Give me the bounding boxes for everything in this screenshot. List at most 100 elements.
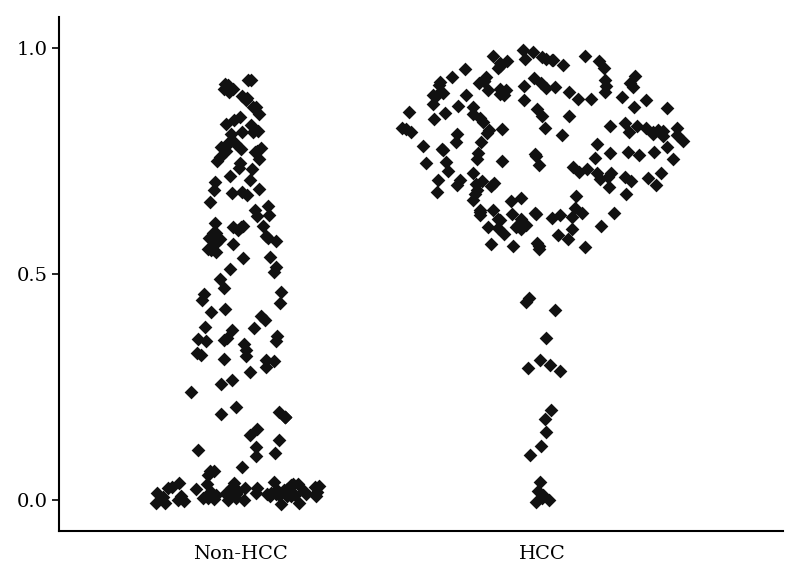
Point [470, 154, 483, 163]
Point [400, 125, 413, 134]
Point [476, 176, 489, 186]
Point [267, 477, 280, 487]
Point [581, 165, 594, 174]
Point [440, 157, 453, 166]
Point [485, 182, 498, 191]
Point [549, 82, 562, 92]
Point [184, 387, 197, 397]
Point [471, 148, 484, 158]
Point [210, 156, 223, 165]
Point [255, 143, 268, 153]
Point [270, 262, 282, 271]
Point [174, 491, 187, 501]
Point [220, 488, 233, 497]
Point [471, 186, 484, 195]
Point [222, 496, 234, 505]
Point [278, 412, 291, 422]
Point [518, 55, 531, 64]
Point [242, 75, 254, 85]
Point [210, 248, 222, 257]
Point [518, 96, 530, 105]
Point [190, 484, 202, 494]
Point [150, 498, 162, 508]
Point [534, 477, 546, 487]
Point [512, 220, 525, 230]
Point [589, 154, 602, 163]
Point [204, 197, 217, 206]
Point [538, 414, 551, 423]
Point [178, 496, 190, 506]
Point [210, 228, 223, 237]
Point [482, 85, 494, 95]
Point [570, 191, 582, 201]
Point [228, 139, 241, 148]
Point [627, 103, 640, 112]
Point [274, 299, 287, 308]
Point [241, 191, 254, 200]
Point [603, 148, 616, 157]
Point [450, 137, 462, 147]
Point [530, 209, 542, 219]
Point [201, 245, 214, 254]
Point [536, 111, 549, 121]
Point [492, 215, 505, 224]
Point [311, 488, 324, 497]
Point [214, 152, 226, 161]
Point [563, 87, 576, 96]
Point [478, 76, 490, 85]
Point [250, 452, 262, 461]
Point [218, 80, 231, 89]
Point [226, 84, 239, 93]
Point [647, 147, 660, 156]
Point [530, 239, 543, 248]
Point [618, 118, 631, 128]
Point [263, 491, 276, 501]
Point [530, 152, 542, 161]
Point [219, 304, 232, 314]
Point [454, 176, 467, 185]
Point [235, 128, 248, 137]
Point [537, 491, 550, 500]
Point [671, 124, 684, 133]
Point [251, 425, 264, 434]
Point [650, 180, 662, 190]
Point [474, 211, 486, 220]
Point [646, 128, 659, 137]
Point [593, 56, 606, 66]
Point [259, 362, 272, 372]
Point [226, 223, 239, 232]
Point [269, 236, 282, 245]
Point [528, 150, 541, 159]
Point [599, 81, 612, 90]
Point [486, 51, 499, 60]
Point [232, 486, 245, 495]
Point [532, 486, 545, 495]
Point [486, 205, 499, 215]
Point [661, 104, 674, 113]
Point [427, 114, 440, 124]
Point [239, 345, 252, 354]
Point [506, 241, 519, 251]
Point [451, 102, 464, 111]
Point [514, 215, 527, 224]
Point [579, 242, 592, 252]
Point [450, 129, 463, 138]
Point [202, 490, 214, 499]
Point [238, 483, 251, 492]
Point [221, 81, 234, 90]
Point [546, 55, 558, 64]
Point [522, 363, 534, 372]
Point [474, 208, 486, 217]
Point [480, 72, 493, 81]
Point [494, 84, 506, 93]
Point [228, 478, 241, 488]
Point [240, 351, 253, 360]
Point [278, 485, 291, 495]
Point [191, 445, 204, 455]
Point [234, 158, 246, 168]
Point [546, 55, 559, 64]
Point [540, 333, 553, 342]
Point [284, 489, 297, 498]
Point [247, 324, 260, 333]
Point [157, 492, 170, 502]
